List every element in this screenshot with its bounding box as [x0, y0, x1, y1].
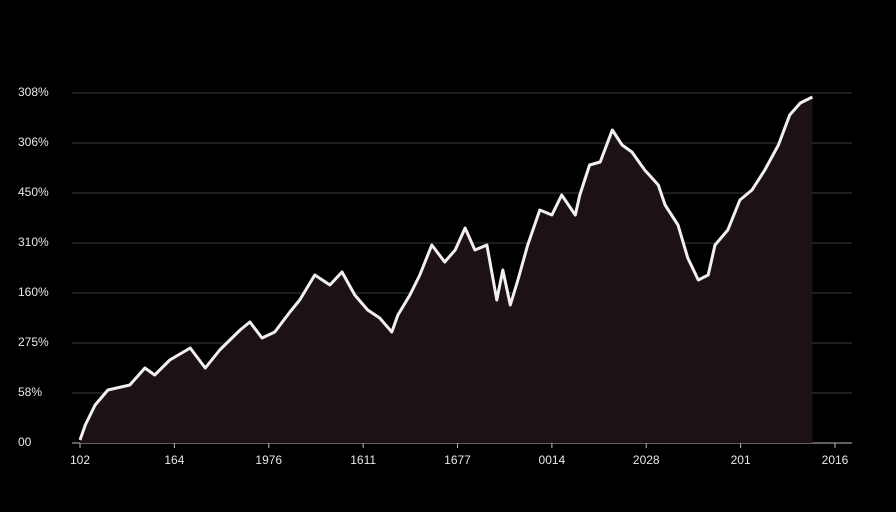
y-tick-label: 58%: [18, 385, 42, 399]
area-fill: [80, 97, 813, 443]
x-tick-label: 2016: [822, 453, 849, 467]
x-tick-label: 164: [164, 453, 184, 467]
x-tick-label: 0014: [539, 453, 566, 467]
y-tick-label: 275%: [18, 335, 49, 349]
y-tick-label: 306%: [18, 135, 49, 149]
x-tick-label: 1976: [255, 453, 282, 467]
y-tick-label: 160%: [18, 285, 49, 299]
x-tick-label: 102: [70, 453, 90, 467]
y-tick-label: 450%: [18, 185, 49, 199]
y-tick-label: 310%: [18, 235, 49, 249]
x-tick-label: 1677: [444, 453, 471, 467]
y-tick-label: 308%: [18, 85, 49, 99]
y-tick-label: 00: [18, 435, 32, 449]
x-tick-label: 2028: [633, 453, 660, 467]
x-tick-label: 1611: [350, 453, 376, 467]
x-tick-label: 201: [731, 453, 751, 467]
line: [78, 95, 814, 441]
